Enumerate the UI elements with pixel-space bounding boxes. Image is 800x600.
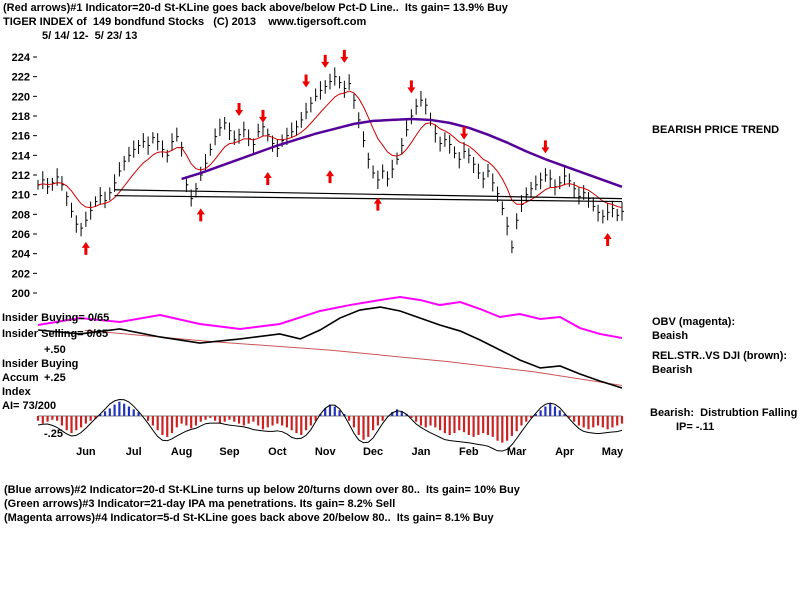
- distribution-annotation: Bearish: Distrubtion Falling: [650, 407, 798, 419]
- relstr-status: Bearish: [652, 364, 693, 376]
- sell-arrow-icon: [340, 49, 349, 63]
- fast-ma-line: [37, 90, 623, 209]
- month-label: Feb: [459, 446, 479, 458]
- month-label: Apr: [555, 446, 575, 458]
- insider-buying-label: Insider Buying: [2, 358, 79, 370]
- support-trendline: [114, 189, 623, 200]
- y-axis-tick-label: 220: [12, 91, 30, 103]
- month-label: Sep: [219, 446, 239, 458]
- scale-plus25: +.25: [44, 372, 66, 384]
- month-label: Nov: [315, 446, 337, 458]
- month-label: Jul: [126, 446, 142, 458]
- ip-value: IP= -.11: [676, 421, 715, 433]
- date-range: 5/ 14/ 12- 5/ 23/ 13: [42, 30, 138, 42]
- sell-arrow-icon: [460, 126, 469, 140]
- month-label: May: [602, 446, 624, 458]
- insider-selling-ratio: Insider Selling= 0/65: [2, 328, 109, 340]
- buy-arrow-icon: [81, 241, 90, 255]
- y-axis-tick-label: 202: [12, 268, 30, 280]
- month-label: Jan: [411, 446, 430, 458]
- index-label: Index: [2, 386, 31, 398]
- obv-label: OBV (magenta):: [652, 316, 736, 328]
- relative-strength-line: [37, 306, 623, 389]
- scale-minus25: -.25: [44, 428, 63, 440]
- buy-arrow-icon: [373, 197, 382, 211]
- price-trend-annotation: BEARISH PRICE TREND: [652, 124, 780, 136]
- month-label: Oct: [268, 446, 287, 458]
- relstr-label: REL.STR..VS DJI (brown):: [652, 350, 788, 362]
- sell-arrow-icon: [541, 140, 550, 154]
- sell-arrow-icon: [302, 74, 311, 88]
- y-axis-tick-label: 208: [12, 209, 30, 221]
- support-trendline: [114, 195, 623, 203]
- obv-line: [37, 296, 623, 339]
- buy-arrow-icon: [603, 233, 612, 247]
- obv-status: Beaish: [652, 330, 689, 342]
- sell-arrow-icon: [321, 54, 330, 68]
- slow-ma-line: [181, 117, 623, 188]
- relstr-trend-line: [84, 329, 623, 386]
- indicator2-caption: (Blue arrows)#2 Indicator=20-d St-KLine …: [4, 484, 520, 496]
- sell-arrow-icon: [258, 109, 267, 123]
- y-axis-tick-label: 204: [12, 249, 31, 261]
- insider-buying-ratio: Insider Buying= 0/65: [2, 312, 110, 324]
- accum-label: Accum: [2, 372, 39, 384]
- month-label: Jun: [76, 446, 96, 458]
- month-label: Dec: [363, 446, 383, 458]
- chart-title: TIGER INDEX of 149 bondfund Stocks (C) 2…: [3, 16, 367, 28]
- y-axis-tick-label: 214: [12, 150, 31, 162]
- buy-arrow-icon: [196, 208, 205, 222]
- sell-arrow-icon: [407, 80, 416, 94]
- y-axis-tick-label: 206: [12, 229, 30, 241]
- sell-arrow-icon: [235, 103, 244, 116]
- indicator1-caption: (Red arrows)#1 Indicator=20-d St-KLine g…: [3, 2, 508, 14]
- y-axis-tick-label: 210: [12, 190, 30, 202]
- buy-arrow-icon: [326, 170, 334, 184]
- y-axis-tick-label: 218: [12, 111, 30, 123]
- y-axis-tick-label: 222: [12, 72, 30, 84]
- month-label: Mar: [507, 446, 527, 458]
- indicator3-caption: (Green arrows)#3 Indicator=21-day IPA ma…: [4, 498, 396, 510]
- ai-value: AI= 73/200: [2, 400, 57, 412]
- y-axis-tick-label: 212: [12, 170, 30, 182]
- oscillator-line: [37, 398, 623, 452]
- indicator4-caption: (Magenta arrows)#4 Indicator=5-d St-KLin…: [4, 512, 494, 524]
- y-axis-tick-label: 216: [12, 131, 30, 143]
- buy-arrow-icon: [263, 172, 272, 186]
- scale-plus50: +.50: [44, 344, 66, 356]
- month-label: Aug: [171, 446, 192, 458]
- y-axis-tick-label: 200: [12, 288, 30, 300]
- y-axis-tick-label: 224: [12, 52, 31, 64]
